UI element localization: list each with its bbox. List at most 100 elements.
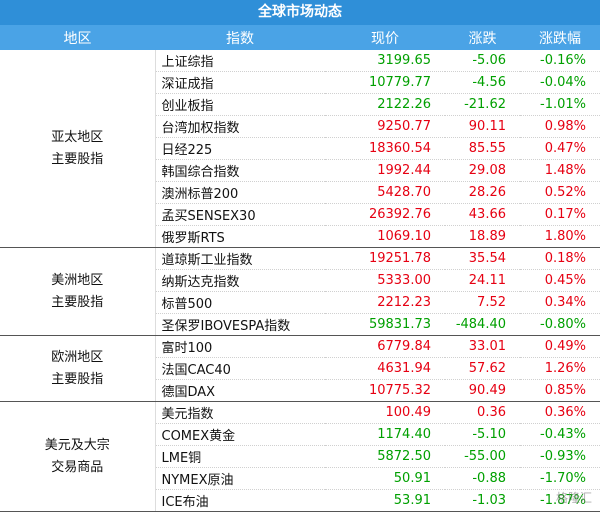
- value-cell: 1.48%: [520, 159, 600, 182]
- region-line: 美洲地区: [51, 272, 104, 288]
- value-cell: 5428.70: [325, 181, 445, 204]
- value-cell: 7.52: [445, 291, 520, 314]
- value-cell: 0.18%: [520, 247, 600, 270]
- value-cell: -0.04%: [520, 71, 600, 94]
- value-cell: 19251.78: [325, 247, 445, 270]
- value-cell: -0.93%: [520, 445, 600, 468]
- region-line: 美元及大宗: [44, 437, 110, 453]
- value-cell: 1992.44: [325, 159, 445, 182]
- value-cell: -484.40: [445, 313, 520, 336]
- value-cell: 0.34%: [520, 291, 600, 314]
- index-name: 富时100: [155, 335, 325, 358]
- title-bar: 全球市场动态: [0, 0, 600, 25]
- index-name: LME铜: [155, 445, 325, 468]
- value-cell: 0.52%: [520, 181, 600, 204]
- index-name: NYMEX原油: [155, 467, 325, 490]
- row: 俄罗斯RTS 1069.10 18.89 1.80%: [0, 225, 600, 248]
- value-cell: 1.26%: [520, 357, 600, 380]
- index-name: 创业板指: [155, 93, 325, 116]
- value-cell: -1.70%: [520, 467, 600, 490]
- value-cell: 29.08: [445, 159, 520, 182]
- region-line: 交易商品: [51, 459, 104, 475]
- value-cell: -0.16%: [520, 50, 600, 72]
- row: 台湾加权指数 9250.77 90.11 0.98%: [0, 115, 600, 138]
- market-table: 地区 指数 现价 涨跌 涨跌幅 亚太地区 主要股指 上证综指 3199.65 -5.06 -0.1…: [0, 25, 600, 512]
- region-cell: 美洲地区 主要股指: [0, 247, 156, 336]
- value-cell: -0.88: [445, 467, 520, 490]
- value-cell: 57.62: [445, 357, 520, 380]
- row: 美元及大宗 交易商品 美元指数 100.49 0.36 0.36%: [0, 401, 600, 512]
- value-cell: 28.26: [445, 181, 520, 204]
- row: 欧洲地区 主要股指 富时100 6779.84 33.01 0.49%: [0, 335, 600, 402]
- region-line: 主要股指: [51, 151, 104, 167]
- index-name: 孟买SENSEX30: [155, 203, 325, 226]
- index-name: 美元指数: [155, 401, 325, 424]
- value-cell: 33.01: [445, 335, 520, 358]
- index-name: COMEX黄金: [155, 423, 325, 446]
- header-cell: 现价: [325, 25, 445, 50]
- value-cell: 1174.40: [325, 423, 445, 446]
- value-cell: 0.98%: [520, 115, 600, 138]
- value-cell: 0.36%: [520, 401, 600, 424]
- index-name: 韩国综合指数: [155, 159, 325, 182]
- value-cell: 43.66: [445, 203, 520, 226]
- index-name: ICE布油: [155, 489, 325, 512]
- value-cell: -0.80%: [520, 313, 600, 336]
- value-cell: 50.91: [325, 467, 445, 490]
- row: 纳斯达克指数 5333.00 24.11 0.45%: [0, 269, 600, 292]
- value-cell: 18.89: [445, 225, 520, 248]
- index-name: 标普500: [155, 291, 325, 314]
- row: NYMEX原油 50.91 -0.88 -1.70%: [0, 467, 600, 490]
- row: 澳洲标普200 5428.70 28.26 0.52%: [0, 181, 600, 204]
- index-name: 纳斯达克指数: [155, 269, 325, 292]
- index-name: 上证综指: [155, 50, 325, 72]
- value-cell: 1.80%: [520, 225, 600, 248]
- index-name: 澳洲标普200: [155, 181, 325, 204]
- row: COMEX黄金 1174.40 -5.10 -0.43%: [0, 423, 600, 446]
- index-name: 深证成指: [155, 71, 325, 94]
- row: 法国CAC40 4631.94 57.62 1.26%: [0, 357, 600, 380]
- row: 美洲地区 主要股指 道琼斯工业指数 19251.78 35.54 0.18%: [0, 247, 600, 336]
- value-cell: 3199.65: [325, 50, 445, 72]
- value-cell: 10779.77: [325, 71, 445, 94]
- value-cell: 5872.50: [325, 445, 445, 468]
- region-line: 主要股指: [51, 371, 104, 387]
- value-cell: 90.49: [445, 379, 520, 402]
- index-name: 德国DAX: [155, 379, 325, 402]
- index-name: 圣保罗IBOVESPA指数: [155, 313, 325, 336]
- value-cell: 18360.54: [325, 137, 445, 160]
- value-cell: 1069.10: [325, 225, 445, 248]
- value-cell: 85.55: [445, 137, 520, 160]
- row: LME铜 5872.50 -55.00 -0.93%: [0, 445, 600, 468]
- value-cell: -21.62: [445, 93, 520, 116]
- value-cell: 53.91: [325, 489, 445, 512]
- value-cell: 100.49: [325, 401, 445, 424]
- row: 德国DAX 10775.32 90.49 0.85%: [0, 379, 600, 402]
- region-cell: 美元及大宗 交易商品: [0, 401, 156, 512]
- value-cell: 0.36: [445, 401, 520, 424]
- value-cell: 0.47%: [520, 137, 600, 160]
- row: 圣保罗IBOVESPA指数 59831.73 -484.40 -0.80%: [0, 313, 600, 336]
- value-cell: 90.11: [445, 115, 520, 138]
- index-name: 日经225: [155, 137, 325, 160]
- value-cell: -55.00: [445, 445, 520, 468]
- value-cell: 26392.76: [325, 203, 445, 226]
- value-cell: 24.11: [445, 269, 520, 292]
- value-cell: 0.85%: [520, 379, 600, 402]
- value-cell: -1.03: [445, 489, 520, 512]
- row: 孟买SENSEX30 26392.76 43.66 0.17%: [0, 203, 600, 226]
- value-cell: 6779.84: [325, 335, 445, 358]
- row: 日经225 18360.54 85.55 0.47%: [0, 137, 600, 160]
- header-row: 地区 指数 现价 涨跌 涨跌幅: [0, 25, 600, 50]
- header-cell: 涨跌: [445, 25, 520, 50]
- row: 亚太地区 主要股指 上证综指 3199.65 -5.06 -0.16%: [0, 50, 600, 248]
- header-cell: 指数: [155, 25, 325, 50]
- value-cell: 0.17%: [520, 203, 600, 226]
- value-cell: 0.45%: [520, 269, 600, 292]
- row: 创业板指 2122.26 -21.62 -1.01%: [0, 93, 600, 116]
- row: 标普500 2212.23 7.52 0.34%: [0, 291, 600, 314]
- value-cell: 9250.77: [325, 115, 445, 138]
- index-name: 法国CAC40: [155, 357, 325, 380]
- value-cell: 2122.26: [325, 93, 445, 116]
